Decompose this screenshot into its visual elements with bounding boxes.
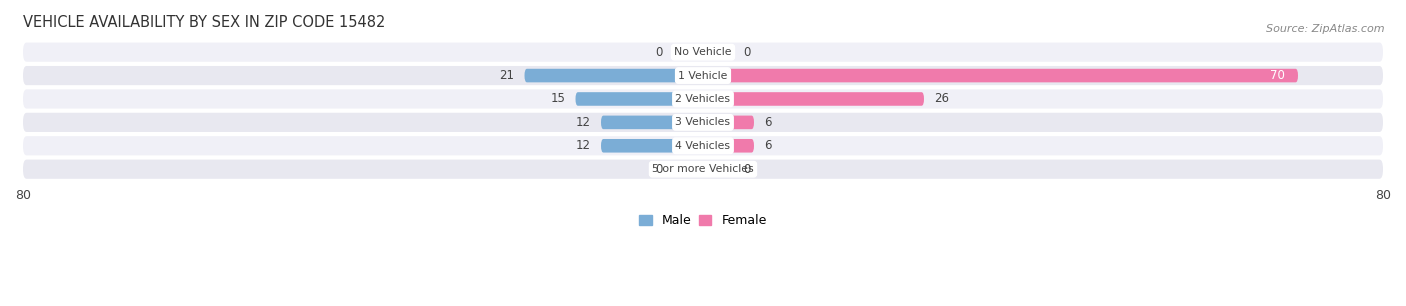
- FancyBboxPatch shape: [673, 45, 703, 59]
- Text: 5 or more Vehicles: 5 or more Vehicles: [652, 164, 754, 174]
- Text: 70: 70: [1271, 69, 1285, 82]
- Text: Source: ZipAtlas.com: Source: ZipAtlas.com: [1267, 24, 1385, 35]
- FancyBboxPatch shape: [524, 69, 703, 82]
- FancyBboxPatch shape: [703, 162, 733, 176]
- Text: 0: 0: [742, 163, 751, 176]
- FancyBboxPatch shape: [673, 162, 703, 176]
- FancyBboxPatch shape: [22, 160, 1384, 179]
- FancyBboxPatch shape: [703, 116, 754, 129]
- FancyBboxPatch shape: [22, 89, 1384, 109]
- FancyBboxPatch shape: [22, 113, 1384, 132]
- Text: 15: 15: [550, 92, 565, 106]
- FancyBboxPatch shape: [22, 136, 1384, 155]
- Text: No Vehicle: No Vehicle: [675, 47, 731, 57]
- Text: 0: 0: [655, 163, 664, 176]
- Text: 12: 12: [576, 139, 591, 152]
- Legend: Male, Female: Male, Female: [634, 209, 772, 232]
- Text: 3 Vehicles: 3 Vehicles: [675, 118, 731, 127]
- Text: 26: 26: [934, 92, 949, 106]
- Text: 2 Vehicles: 2 Vehicles: [675, 94, 731, 104]
- FancyBboxPatch shape: [703, 139, 754, 153]
- Text: 6: 6: [765, 139, 772, 152]
- Text: VEHICLE AVAILABILITY BY SEX IN ZIP CODE 15482: VEHICLE AVAILABILITY BY SEX IN ZIP CODE …: [22, 15, 385, 30]
- FancyBboxPatch shape: [703, 92, 924, 106]
- Text: 21: 21: [499, 69, 515, 82]
- Text: 12: 12: [576, 116, 591, 129]
- FancyBboxPatch shape: [600, 139, 703, 153]
- FancyBboxPatch shape: [22, 66, 1384, 85]
- FancyBboxPatch shape: [703, 69, 1298, 82]
- Text: 6: 6: [765, 116, 772, 129]
- FancyBboxPatch shape: [575, 92, 703, 106]
- Text: 0: 0: [655, 46, 664, 59]
- Text: 4 Vehicles: 4 Vehicles: [675, 141, 731, 151]
- Text: 0: 0: [742, 46, 751, 59]
- FancyBboxPatch shape: [703, 45, 733, 59]
- FancyBboxPatch shape: [22, 43, 1384, 62]
- FancyBboxPatch shape: [600, 116, 703, 129]
- Text: 1 Vehicle: 1 Vehicle: [678, 71, 728, 80]
